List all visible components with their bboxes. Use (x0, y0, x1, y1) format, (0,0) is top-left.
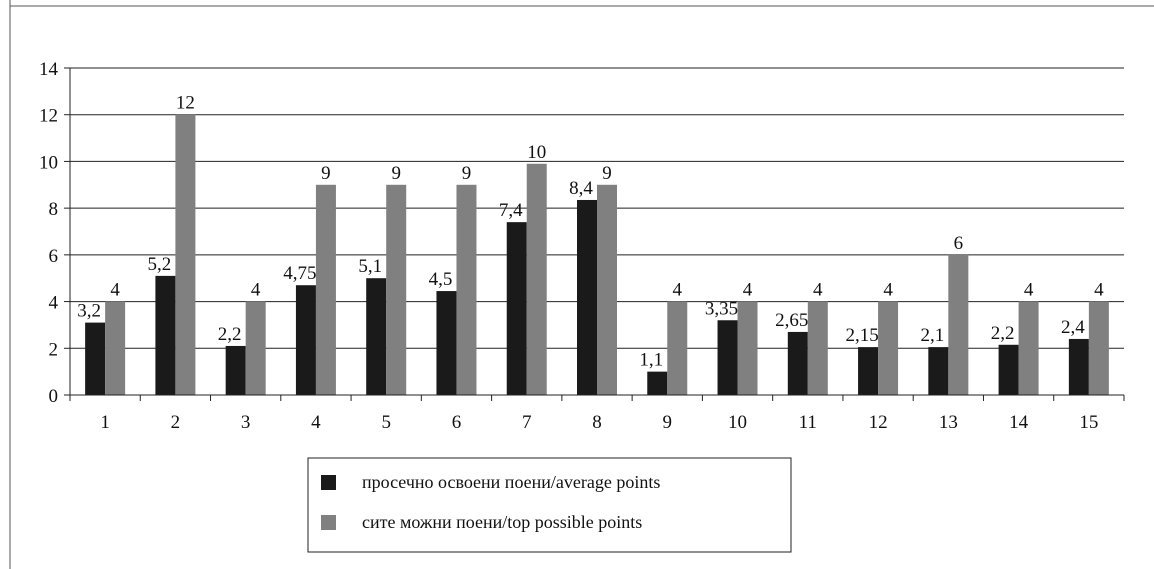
data-label-series-1-cat-9: 4 (673, 280, 683, 301)
x-category-label: 8 (592, 412, 602, 433)
y-tick-label: 8 (49, 199, 59, 220)
bar-series-1-cat-1 (105, 301, 126, 395)
bar-series-1-cat-13 (948, 254, 969, 395)
data-label-series-0-cat-9: 1,1 (639, 350, 663, 371)
bar-series-1-cat-12 (878, 301, 899, 395)
legend-swatch-top-possible-points (321, 515, 336, 530)
data-label-series-0-cat-7: 7,4 (499, 200, 523, 221)
bar-series-0-cat-5 (366, 278, 387, 395)
bar-series-0-cat-11 (787, 331, 808, 395)
data-label-series-1-cat-5: 9 (391, 163, 401, 184)
bar-series-0-cat-12 (858, 347, 879, 395)
data-label-series-0-cat-13: 2,1 (920, 325, 944, 346)
data-label-series-0-cat-12: 2,15 (845, 325, 878, 346)
y-tick-label: 12 (39, 106, 58, 127)
bar-series-0-cat-8 (577, 199, 597, 395)
data-label-series-0-cat-15: 2,4 (1061, 317, 1085, 338)
data-label-series-1-cat-13: 6 (954, 233, 964, 254)
x-category-label: 13 (939, 412, 958, 433)
data-label-series-1-cat-14: 4 (1024, 280, 1034, 301)
data-label-series-0-cat-10: 3,35 (705, 298, 738, 319)
bar-series-0-cat-10 (717, 320, 738, 395)
bar-series-0-cat-4 (295, 285, 316, 395)
bar-series-1-cat-2 (175, 114, 196, 395)
x-category-label: 9 (663, 412, 673, 433)
x-category-label: 5 (381, 412, 391, 433)
axes (69, 68, 1124, 396)
y-tick-label: 14 (39, 59, 59, 80)
bar-series-0-cat-1 (85, 322, 106, 395)
y-tick-label: 0 (49, 386, 59, 407)
bars-group: 3,245,2122,244,7595,194,597,4108,491,143… (77, 93, 1109, 395)
data-label-series-0-cat-14: 2,2 (991, 323, 1015, 344)
bar-series-1-cat-4 (315, 184, 336, 395)
bar-series-0-cat-3 (225, 345, 246, 395)
bar-series-1-cat-3 (245, 301, 266, 395)
data-label-series-1-cat-11: 4 (813, 280, 823, 301)
y-axis-ticks: 0 2 4 6 8 10 12 14 (39, 59, 70, 407)
data-label-series-1-cat-3: 4 (251, 280, 261, 301)
x-category-label: 15 (1079, 412, 1098, 433)
data-label-series-0-cat-2: 5,2 (148, 254, 172, 275)
x-category-label: 12 (869, 412, 888, 433)
legend-label-top-possible-points: сите можни поени/top possible points (362, 512, 642, 532)
bar-series-0-cat-14 (998, 344, 1019, 395)
y-tick-label: 6 (49, 246, 59, 267)
y-tick-label: 2 (49, 339, 59, 360)
legend-box (307, 457, 792, 553)
x-category-label: 2 (171, 412, 181, 433)
data-label-series-1-cat-8: 9 (602, 163, 612, 184)
bar-series-1-cat-7 (526, 163, 547, 395)
legend: просечно освоени поени/average points си… (307, 457, 792, 553)
x-category-label: 14 (1009, 412, 1029, 433)
x-category-label: 7 (522, 412, 532, 433)
legend-label-average-points: просечно освоени поени/average points (362, 472, 660, 492)
data-label-series-0-cat-8: 8,4 (569, 178, 593, 199)
bar-series-1-cat-5 (386, 184, 407, 395)
x-category-label: 4 (311, 412, 321, 433)
data-label-series-0-cat-5: 5,1 (358, 256, 382, 277)
data-label-series-1-cat-1: 4 (110, 280, 120, 301)
bar-series-1-cat-15 (1088, 301, 1109, 395)
data-label-series-0-cat-3: 2,2 (218, 324, 242, 345)
bar-series-0-cat-2 (155, 275, 176, 395)
bar-series-1-cat-11 (807, 301, 828, 395)
data-label-series-1-cat-4: 9 (321, 163, 331, 184)
data-label-series-0-cat-4: 4,75 (283, 263, 316, 284)
data-label-series-1-cat-12: 4 (883, 280, 893, 301)
bar-series-0-cat-9 (647, 371, 668, 395)
bar-series-1-cat-9 (667, 301, 688, 395)
x-category-label: 11 (799, 412, 817, 433)
data-label-series-0-cat-6: 4,5 (429, 269, 453, 290)
data-label-series-0-cat-1: 3,2 (77, 301, 101, 322)
data-label-series-1-cat-7: 10 (527, 142, 546, 163)
data-label-series-0-cat-11: 2,65 (775, 310, 808, 331)
y-tick-label: 10 (39, 152, 58, 173)
y-tick-label: 4 (49, 293, 59, 314)
bar-series-0-cat-15 (1068, 338, 1089, 395)
bar-series-1-cat-14 (1018, 301, 1039, 395)
legend-swatch-average-points (321, 475, 336, 490)
data-label-series-1-cat-6: 9 (462, 163, 472, 184)
x-category-label: 3 (241, 412, 251, 433)
bar-series-1-cat-6 (456, 184, 477, 395)
x-category-label: 10 (728, 412, 747, 433)
bar-series-0-cat-7 (506, 222, 527, 395)
x-category-label: 1 (100, 412, 110, 433)
data-label-series-1-cat-10: 4 (743, 280, 753, 301)
bar-series-1-cat-10 (737, 301, 758, 395)
data-label-series-1-cat-2: 12 (176, 93, 195, 114)
bar-series-1-cat-8 (597, 184, 617, 395)
x-axis-ticks: 1 2 3 4 5 6 7 8 9 10 11 12 13 14 15 (69, 395, 1125, 433)
bar-series-0-cat-13 (928, 347, 949, 395)
x-category-label: 6 (452, 412, 462, 433)
bar-series-0-cat-6 (436, 291, 457, 395)
data-label-series-1-cat-15: 4 (1094, 280, 1104, 301)
